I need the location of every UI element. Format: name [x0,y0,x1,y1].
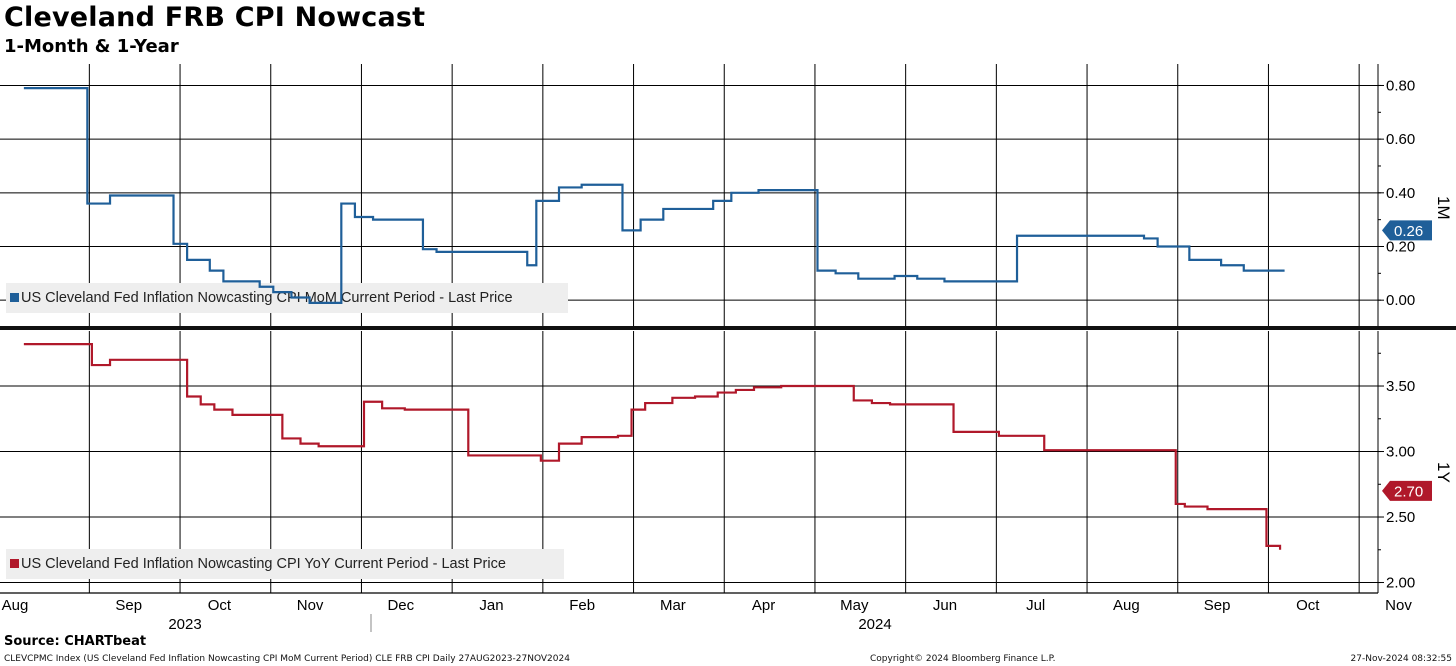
x-tick-label: Sep [115,597,142,614]
y-tick-label: 3.50 [1386,378,1415,395]
source-label: Source: CHARTbeat [4,634,147,649]
x-tick-label: Mar [660,597,686,614]
last-value-label: 0.26 [1394,223,1423,240]
legend-label: US Cleveland Fed Inflation Nowcasting CP… [21,556,506,572]
year-label: 2023 [168,616,201,633]
x-tick-label: Jan [479,597,503,614]
panel-separator [0,326,1456,330]
legend-box [6,283,568,313]
x-tick-label: Jul [1026,597,1045,614]
y-tick-label: 2.50 [1386,509,1415,526]
yoy-series-line [23,343,1282,550]
x-tick-label: Oct [1296,597,1320,614]
y-tick-label: 3.00 [1386,444,1415,461]
x-tick-label: Oct [208,597,232,614]
legend-label: US Cleveland Fed Inflation Nowcasting CP… [21,290,513,306]
y-tick-label: 0.20 [1386,238,1415,255]
x-tick-label: Sep [1204,597,1231,614]
x-tick-label: Aug [2,597,29,614]
legend-swatch [10,293,19,302]
legend-swatch [10,559,19,568]
x-tick-label: Jun [933,597,957,614]
last-value-label: 2.70 [1394,483,1423,500]
last-value-badge [1382,220,1432,241]
y-tick-label: 0.80 [1386,77,1415,94]
x-tick-label: Dec [387,597,414,614]
x-tick-label: Nov [1385,597,1412,614]
chart-subtitle: 1-Month & 1-Year [4,36,179,57]
year-label: 2024 [858,616,891,633]
last-value-badge [1382,480,1432,501]
x-tick-label: May [840,597,869,614]
x-tick-label: Nov [297,597,324,614]
y-tick-label: 0.60 [1386,131,1415,148]
y-tick-label: 2.00 [1386,575,1415,592]
timestamp: 27-Nov-2024 08:32:55 [1350,654,1452,664]
y-axis-label: 1M [1434,196,1453,220]
y-tick-label: 0.00 [1386,292,1415,309]
index-info: CLEVCPMC Index (US Cleveland Fed Inflati… [4,654,570,664]
chart-title: Cleveland FRB CPI Nowcast [4,2,426,33]
x-tick-label: Aug [1113,597,1140,614]
y-axis-label: 1Y [1434,462,1453,483]
legend-box [6,549,564,579]
x-tick-label: Feb [569,597,595,614]
y-tick-label: 0.40 [1386,185,1415,202]
mom-series-line [23,87,1285,304]
copyright: Copyright© 2024 Bloomberg Finance L.P. [870,654,1056,664]
x-tick-label: Apr [752,597,775,614]
